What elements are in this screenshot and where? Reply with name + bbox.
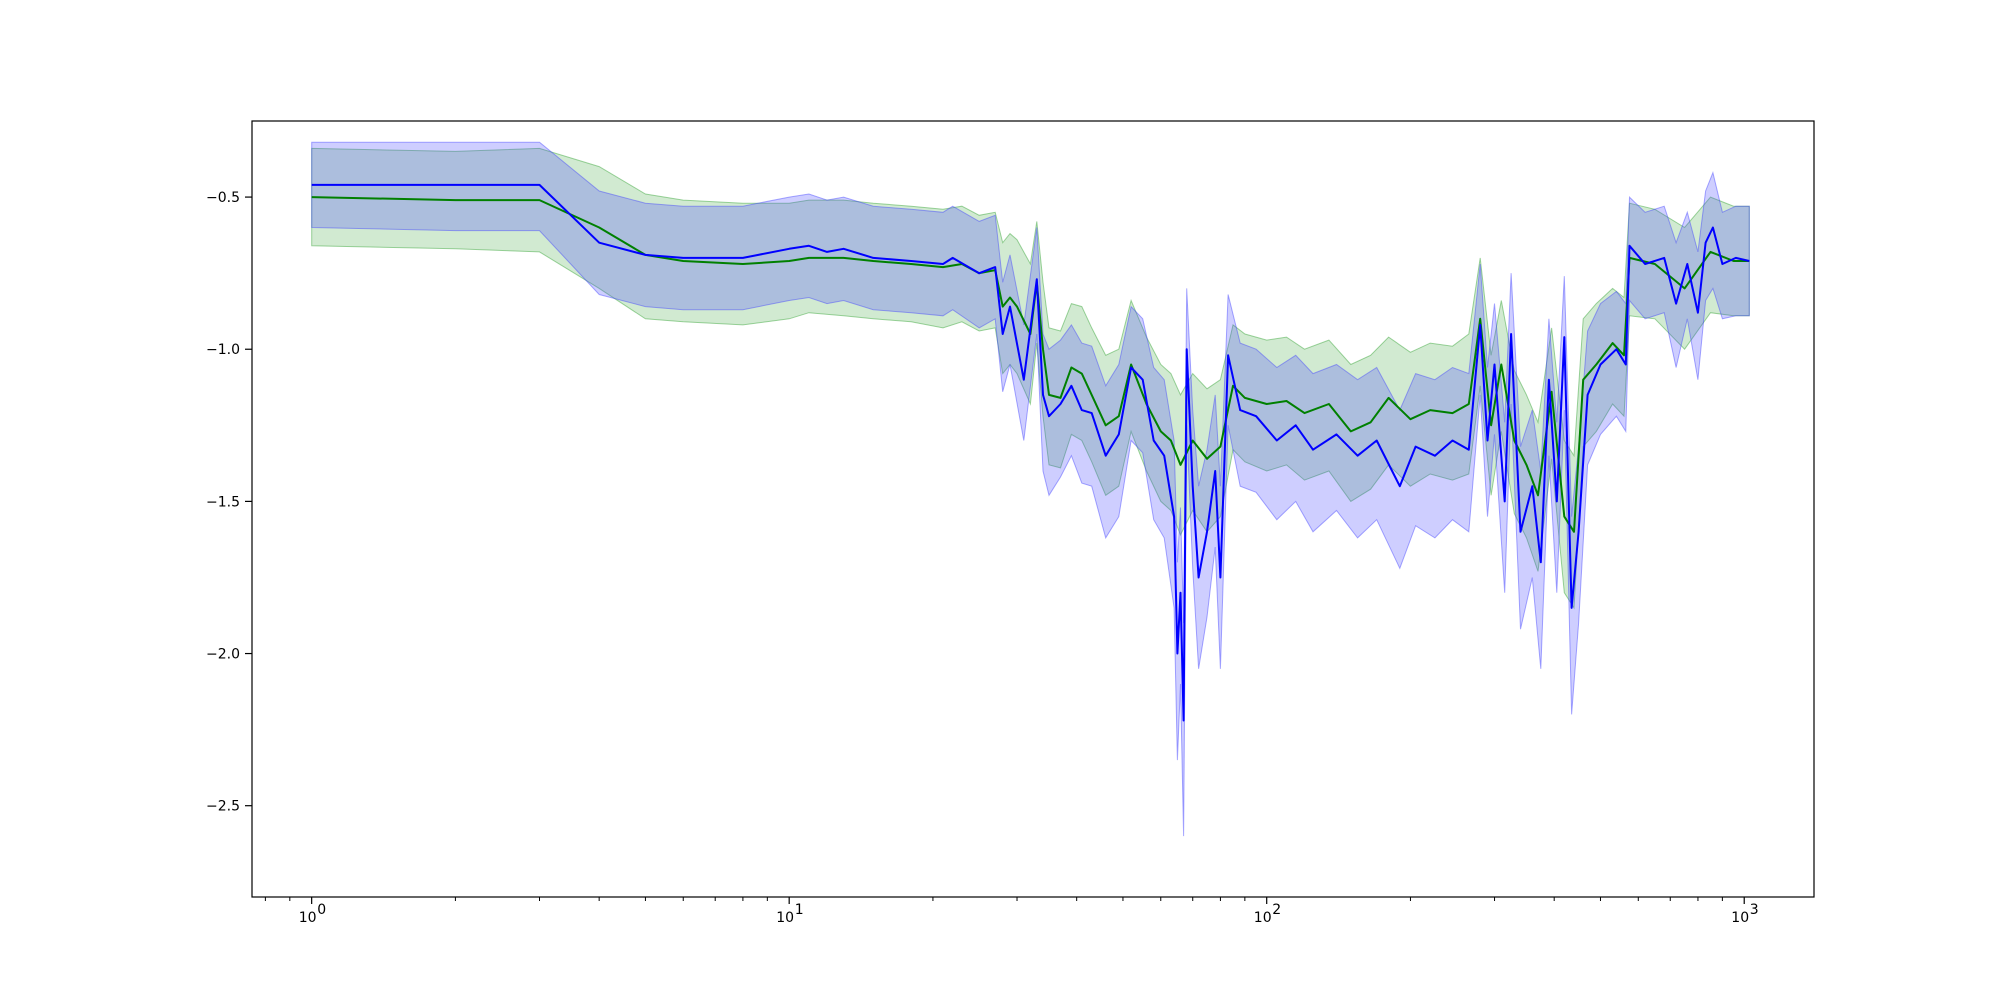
series-1-line <box>311 196 1750 533</box>
x-tick-label: 10 <box>1254 910 1272 926</box>
x-tick-exponent: 1 <box>795 902 804 918</box>
y-tick-label: −0.5 <box>206 190 240 206</box>
y-tick-label: −1.5 <box>206 494 240 510</box>
series-lines <box>311 183 1750 722</box>
x-tick-exponent: 0 <box>317 902 326 918</box>
y-tick-label: −1.0 <box>206 342 240 358</box>
x-tick-label: 10 <box>776 910 794 926</box>
y-tick-label: −2.0 <box>206 647 240 663</box>
confidence-bands <box>311 141 1750 837</box>
x-tick-label: 10 <box>1731 910 1749 926</box>
y-tick-label: −2.5 <box>206 799 240 815</box>
plot-frame <box>251 120 1815 898</box>
x-axis: 10 0 10 1 10 2 10 3 <box>264 897 1759 926</box>
y-axis: −0.5 −1.0 −1.5 −2.0 −2.5 <box>206 190 252 815</box>
series-2-band <box>311 141 1750 837</box>
x-tick-exponent: 2 <box>1272 902 1281 918</box>
series-2-line <box>311 183 1750 722</box>
series-1-band <box>311 147 1750 610</box>
x-tick-label: 10 <box>299 910 317 926</box>
x-tick-exponent: 3 <box>1750 902 1759 918</box>
